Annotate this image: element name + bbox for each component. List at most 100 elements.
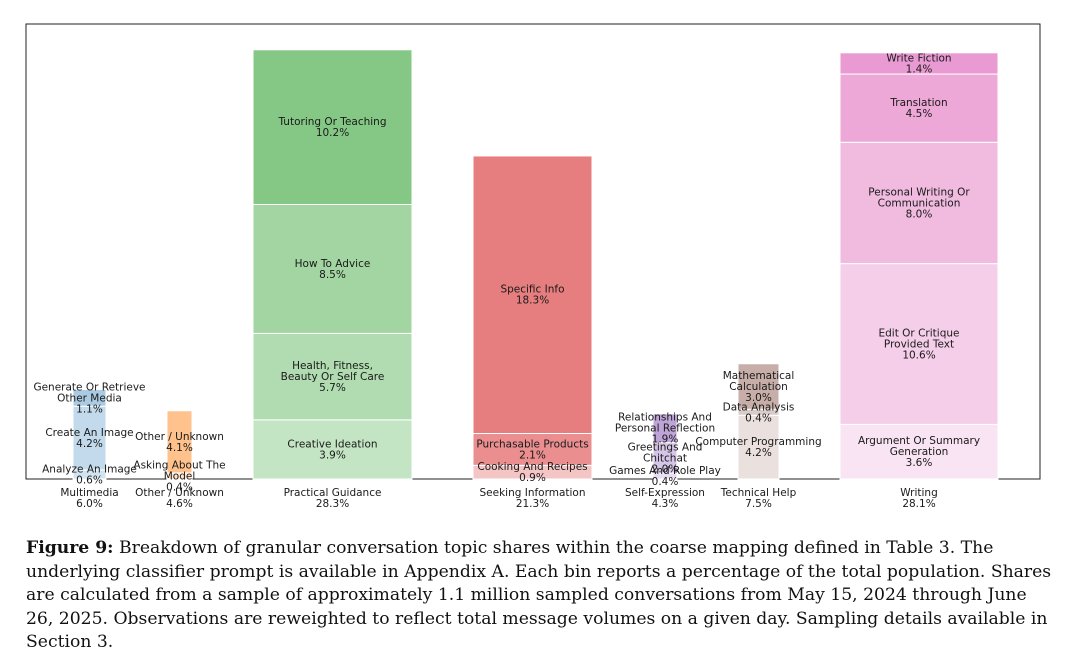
segment-name-label: Tutoring Or Teaching	[277, 116, 386, 128]
segment-name-label: Personal Reflection	[615, 423, 715, 435]
bar-segment-edit-or-critique-provided-text	[839, 263, 999, 425]
segment-name-label: Data Analysis	[723, 401, 795, 413]
segment-name-label: Analyze An Image	[42, 463, 137, 475]
segment-name-label: Chitchat	[643, 452, 687, 464]
segment-name-label: How To Advice	[295, 258, 371, 270]
segment-name-label: Purchasable Products	[476, 438, 588, 450]
bar-segment-personal-writing-or-communication	[839, 141, 999, 265]
segment-name-label: Beauty Or Self Care	[281, 371, 385, 383]
segment-value-label: 3.0%	[745, 392, 772, 404]
bar-segment-tutoring-or-teaching	[252, 49, 413, 205]
bar-segment-argument-or-summary-generation	[839, 423, 999, 480]
segment-value-label: 8.0%	[906, 208, 933, 220]
category-name-practical-guidance: Practical Guidance	[284, 487, 382, 499]
segment-name-label: Calculation	[729, 381, 788, 393]
segment-name-label: Asking About The	[133, 459, 225, 471]
bar-segment-write-fiction	[839, 52, 999, 75]
segment-name-label: Games And Role Play	[609, 465, 721, 477]
category-name-technical-help: Technical Help	[720, 487, 797, 499]
segment-value-label: 3.9%	[319, 449, 346, 461]
segment-value-label: 1.9%	[652, 434, 679, 446]
segment-name-label: Model	[164, 470, 196, 482]
category-total-other-unknown: 4.6%	[166, 498, 193, 510]
category-total-multimedia: 6.0%	[76, 498, 103, 510]
segment-name-label: Edit Or Critique	[879, 328, 960, 340]
segment-name-label: Write Fiction	[886, 52, 951, 64]
segment-name-label: Generate Or Retrieve	[33, 381, 145, 393]
bar-segment-generate-or-retrieve-other-media	[72, 389, 107, 407]
category-name-self-expression: Self-Expression	[625, 487, 705, 499]
bar-segment-translation	[839, 73, 999, 143]
segment-name-label: Communication	[878, 197, 961, 209]
segment-name-label: Cooking And Recipes	[477, 461, 587, 473]
bar-segment-specific-info	[472, 155, 593, 434]
bar-segment-how-to-advice	[252, 203, 413, 334]
segment-name-label: Personal Writing Or	[868, 186, 970, 198]
segment-name-label: Health, Fitness,	[292, 360, 373, 372]
segment-value-label: 3.6%	[906, 457, 933, 469]
bar-segment-mathematical-calculation	[737, 363, 780, 410]
category-name-other-unknown: Other / Unknown	[135, 487, 224, 499]
category-total-technical-help: 7.5%	[745, 498, 772, 510]
segment-name-label: Mathematical	[723, 370, 795, 382]
category-name-writing: Writing	[900, 487, 938, 499]
segment-value-label: 5.7%	[319, 382, 346, 394]
segment-value-label: 18.3%	[516, 295, 549, 307]
segment-value-label: 4.1%	[166, 442, 193, 454]
segment-value-label: 0.6%	[76, 474, 103, 486]
segment-value-label: 10.2%	[316, 127, 349, 139]
segment-name-label: Relationships And	[618, 412, 712, 424]
category-total-practical-guidance: 28.3%	[316, 498, 349, 510]
category-total-seeking-information: 21.3%	[516, 498, 549, 510]
segment-name-label: Creative Ideation	[287, 438, 377, 450]
segment-name-label: Provided Text	[884, 339, 954, 351]
segment-value-label: 1.1%	[76, 403, 103, 415]
bar-segment-other-unknown	[166, 410, 193, 474]
segment-value-label: 0.4%	[745, 412, 772, 424]
figure-caption: Figure 9: Breakdown of granular conversa…	[26, 537, 1056, 655]
segment-name-label: Computer Programming	[695, 436, 821, 448]
segment-value-label: 2.1%	[519, 449, 546, 461]
segment-name-label: Create An Image	[45, 427, 133, 439]
segment-value-label: 8.5%	[319, 269, 346, 281]
bar-segment-relationships-and-personal-reflection	[652, 413, 678, 444]
segment-value-label: 0.4%	[166, 481, 193, 493]
segment-name-label: Greetings And	[628, 441, 703, 453]
segment-name-label: Other / Unknown	[135, 431, 224, 443]
category-name-multimedia: Multimedia	[60, 487, 118, 499]
category-total-self-expression: 4.3%	[652, 498, 679, 510]
segment-name-label: Generation	[890, 446, 949, 458]
category-name-seeking-information: Seeking Information	[479, 487, 585, 499]
category-total-writing: 28.1%	[902, 498, 935, 510]
segment-value-label: 0.4%	[652, 476, 679, 488]
segment-value-label: 4.5%	[906, 108, 933, 120]
segment-name-label: Translation	[889, 97, 947, 109]
bar-segment-create-an-image	[72, 405, 107, 471]
bar-segment-purchasable-products	[472, 433, 593, 466]
segment-name-label: Specific Info	[500, 284, 564, 296]
segment-value-label: 2.0%	[652, 463, 679, 475]
segment-value-label: 0.9%	[519, 472, 546, 484]
